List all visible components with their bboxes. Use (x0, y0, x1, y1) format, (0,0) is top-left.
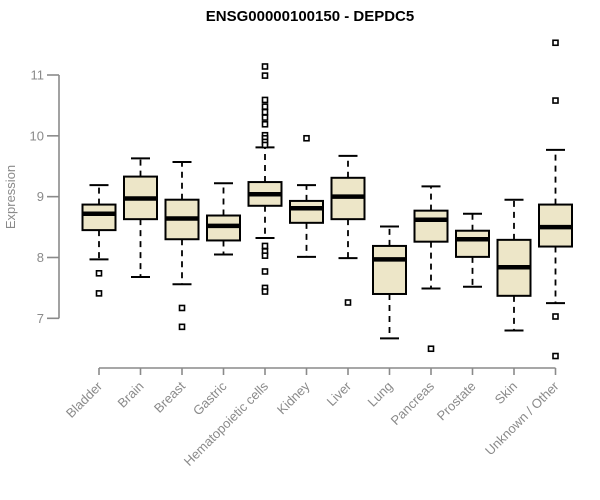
boxplot-kidney (289, 134, 324, 258)
box (81, 203, 117, 232)
x-tick-label: Bladder (63, 378, 106, 421)
x-tick-label: Liver (324, 378, 355, 409)
outlier-point (261, 288, 269, 295)
outlier-point (178, 304, 186, 312)
boxplot-brain (123, 157, 158, 278)
y-tick-label: 8 (37, 250, 44, 265)
x-tick-label: Prostate (434, 379, 479, 424)
outlier-point (178, 323, 186, 331)
boxplot-lung (372, 225, 407, 340)
y-tick-label: 7 (37, 311, 44, 326)
outlier-point (261, 114, 269, 121)
outlier-point (95, 290, 103, 297)
box (372, 244, 407, 295)
outlier-point (261, 120, 269, 128)
outlier-point (552, 313, 559, 320)
y-tick-label: 9 (37, 189, 44, 204)
outlier-point (552, 352, 559, 360)
outlier-point (261, 108, 269, 116)
x-tick-label: Pancreas (388, 378, 438, 428)
x-tick-label: Breast (151, 378, 188, 415)
outlier-point (261, 96, 269, 104)
outlier-point (427, 345, 435, 353)
outlier-point (95, 270, 103, 277)
boxplot-liver (330, 154, 366, 306)
outlier-point (261, 72, 269, 79)
outlier-point (261, 141, 269, 149)
y-tick-label: 10 (30, 128, 44, 143)
boxplot-pancreas (413, 185, 449, 353)
outlier-point (261, 268, 269, 275)
y-axis: 7 8 9 10 11 (30, 68, 60, 326)
outlier-point (261, 103, 269, 110)
box (413, 209, 449, 243)
x-tick-label: Unknown / Other (482, 378, 562, 458)
outlier-point (344, 299, 352, 306)
boxplot-bladder (81, 184, 117, 297)
y-tick-label: 11 (31, 68, 45, 83)
boxplot-breast (164, 160, 200, 331)
boxplot-unknown-other (538, 39, 573, 360)
x-tick-label: Skin (492, 379, 520, 407)
x-tick-label: Gastric (190, 378, 230, 418)
outlier-point (303, 134, 310, 142)
plot-layer (81, 39, 573, 360)
box (289, 199, 324, 224)
chart-title: ENSG00000100150 - DEPDC5 (206, 8, 414, 25)
box (455, 229, 490, 258)
x-tick-label: Lung (365, 379, 396, 410)
y-axis-title: Expression (3, 165, 18, 229)
outlier-point (261, 63, 269, 70)
boxplot-skin (496, 198, 532, 332)
boxplot-hematopoietic-cells (247, 63, 283, 295)
boxplot-prostate (455, 212, 490, 288)
x-tick-label: Brain (115, 379, 147, 411)
outlier-point (552, 97, 559, 104)
outlier-point (261, 252, 269, 259)
x-tick-label: Kidney (274, 378, 313, 417)
boxplot-gastric (206, 182, 241, 256)
outlier-point (261, 242, 269, 250)
outlier-point (552, 39, 559, 47)
